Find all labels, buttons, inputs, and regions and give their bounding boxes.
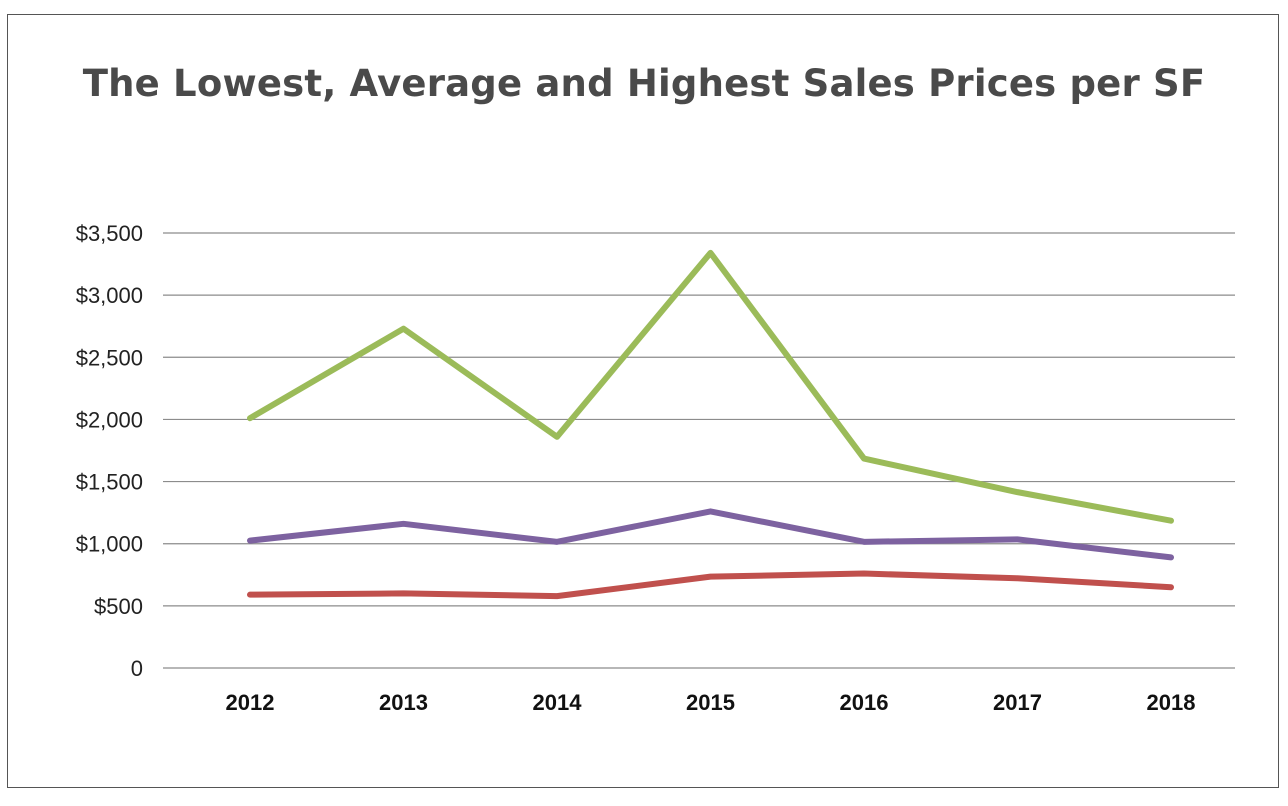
x-tick-label: 2012	[226, 690, 275, 715]
chart-frame	[7, 14, 1279, 788]
series-lines	[247, 249, 1174, 600]
y-tick-label: $3,000	[76, 283, 143, 308]
y-tick-label: $1,000	[76, 532, 143, 557]
y-axis-tick-labels: 0 $500 $1,000 $1,500 $2,000 $2,500 $3,000 $3,50…	[76, 221, 143, 681]
series-line	[247, 249, 1174, 524]
gridlines	[163, 232, 1235, 669]
x-tick-label: 2015	[686, 690, 735, 715]
x-tick-label: 2013	[379, 690, 428, 715]
y-tick-label: $2,000	[76, 407, 143, 432]
series-line	[247, 508, 1174, 561]
series-line	[247, 570, 1174, 600]
y-tick-label: 0	[131, 656, 143, 681]
y-tick-label: $3,500	[76, 221, 143, 246]
x-tick-label: 2018	[1147, 690, 1196, 715]
y-tick-label: $1,500	[76, 470, 143, 495]
x-tick-label: 2017	[993, 690, 1042, 715]
y-tick-label: $2,500	[76, 345, 143, 370]
x-tick-label: 2016	[840, 690, 889, 715]
chart-title: The Lowest, Average and Highest Sales Pr…	[82, 62, 1206, 105]
y-tick-label: $500	[94, 594, 143, 619]
x-axis-tick-labels: 2012 2013 2014 2015 2016 2017 2018	[226, 690, 1196, 715]
x-tick-label: 2014	[533, 690, 583, 715]
